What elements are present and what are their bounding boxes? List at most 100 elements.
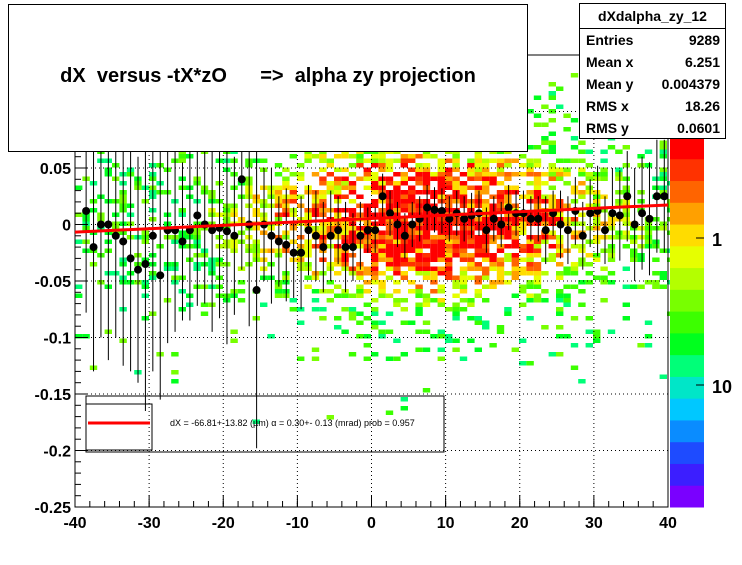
heatmap-cell [533,262,542,267]
profile-point [400,231,409,240]
heatmap-cell [519,361,527,366]
heatmap-cell [393,158,401,163]
y-tick-label: -0.1 [43,331,71,348]
heatmap-cell [430,244,438,249]
heatmap-cell [659,374,667,379]
heatmap-cell [533,113,542,118]
heatmap-cell [511,230,519,235]
heatmap-cell [578,158,586,163]
heatmap-cell [563,158,571,163]
heatmap-cell [659,172,667,177]
heatmap-cell [622,199,630,204]
heatmap-cell [578,149,586,154]
heatmap-cell [533,95,542,100]
heatmap-cell [585,226,593,231]
heatmap-cell [459,181,468,186]
heatmap-cell [408,185,416,190]
heatmap-cell [607,271,616,276]
profile-point [556,220,565,229]
heatmap-cell [371,266,379,271]
heatmap-cell [563,293,571,298]
profile-point [586,209,595,218]
heatmap-cell [452,163,460,168]
heatmap-cell [504,194,512,199]
heatmap-cell [563,181,571,186]
profile-point [326,231,335,240]
heatmap-cell [600,149,608,154]
heatmap-cell [408,280,416,285]
heatmap-cell [415,230,423,235]
heatmap-cell [637,343,645,348]
heatmap-cell [526,172,534,177]
palette-band [670,398,704,421]
heatmap-cell [304,158,312,163]
heatmap-cell [274,185,283,190]
heatmap-cell [630,239,638,244]
heatmap-cell [496,329,505,334]
heatmap-cell [659,248,667,253]
heatmap-cell [593,226,601,231]
heatmap-cell [474,280,482,285]
profile-point [578,231,587,240]
heatmap-cell [326,415,334,420]
heatmap-cell [526,298,534,303]
heatmap-cell [563,221,571,226]
heatmap-cell [533,275,542,280]
heatmap-cell [452,181,460,186]
palette-band [670,224,704,247]
heatmap-cell [489,212,497,217]
profile-point [111,231,120,240]
heatmap-cell [430,226,438,231]
heatmap-cell [363,158,371,163]
heatmap-cell [452,307,460,312]
heatmap-cell [393,230,401,235]
heatmap-cell [437,217,445,222]
heatmap-cell [570,221,579,226]
heatmap-cell [260,158,268,163]
heatmap-cell [445,275,453,280]
heatmap-cell [445,185,453,190]
heatmap-cell [400,217,408,222]
heatmap-cell [467,316,475,321]
heatmap-cell [393,248,401,253]
heatmap-cell [659,226,667,231]
heatmap-cell [489,176,497,181]
heatmap-cell [408,176,416,181]
heatmap-cell [526,271,534,276]
heatmap-cell [467,230,475,235]
heatmap-cell [578,194,586,199]
heatmap-cell [585,176,593,181]
heatmap-cell [437,158,445,163]
palette-band [670,463,704,486]
palette-band [670,376,704,399]
heatmap-cell [496,257,505,262]
heatmap-cell [474,320,482,325]
heatmap-cell [459,199,468,204]
heatmap-cell [504,235,512,240]
heatmap-cell [348,208,357,213]
heatmap-cell [467,185,475,190]
heatmap-cell [452,185,460,190]
heatmap-cell [371,239,379,244]
heatmap-cell [519,244,527,249]
heatmap-cell [474,199,482,204]
profile-point [608,209,617,218]
heatmap-cell [511,203,519,208]
heatmap-cell [267,334,275,339]
heatmap-cell [378,208,386,213]
heatmap-cell [541,221,549,226]
heatmap-cell [607,280,616,285]
heatmap-cell [452,230,460,235]
heatmap-cell [371,172,379,177]
heatmap-cell [319,199,327,204]
profile-point [652,192,661,201]
heatmap-cell [393,190,401,195]
heatmap-cell [563,248,571,253]
heatmap-cell [75,212,83,217]
heatmap-cell [415,176,423,181]
heatmap-cell [415,302,423,307]
stats-title: dXdalpha_zy_12 [580,4,725,29]
heatmap-cell [356,320,364,325]
heatmap-cell [274,284,283,289]
heatmap-cell [607,145,616,150]
